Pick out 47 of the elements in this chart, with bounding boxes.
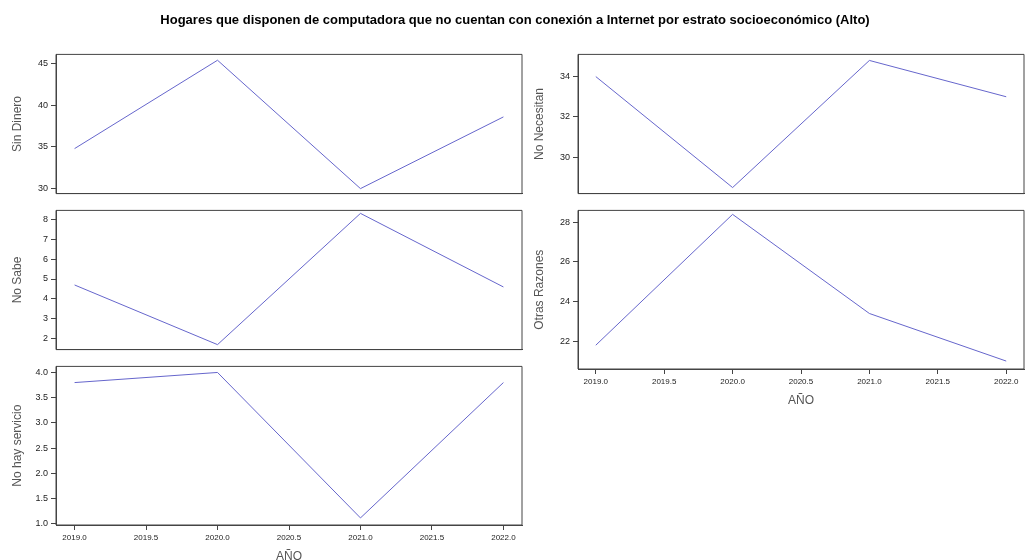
y-tick-label: 22 bbox=[559, 335, 570, 346]
x-tick-label: 2022.0 bbox=[993, 377, 1019, 386]
y-tick-label: 3.5 bbox=[35, 392, 48, 403]
y-tick-label: 45 bbox=[37, 58, 48, 69]
x-tick-label: 2020.0 bbox=[720, 377, 746, 386]
y-tick-label: 34 bbox=[559, 71, 570, 82]
y-axis-title: Sin Dinero bbox=[9, 95, 24, 153]
x-axis-title: AÑO bbox=[787, 393, 815, 408]
y-tick-label: 32 bbox=[559, 111, 570, 122]
y-tick-label: 24 bbox=[559, 296, 570, 307]
y-axis-title: Otras Razones bbox=[531, 249, 546, 330]
x-tick-label: 2021.5 bbox=[925, 377, 951, 386]
y-tick-label: 7 bbox=[42, 233, 48, 244]
y-tick-label: 3 bbox=[42, 313, 48, 324]
y-tick-label: 40 bbox=[37, 99, 48, 110]
y-tick-label: 8 bbox=[42, 213, 48, 224]
y-axis-title: No Sabe bbox=[9, 256, 24, 304]
x-tick-label: 2020.5 bbox=[276, 533, 302, 542]
x-tick-label: 2021.0 bbox=[857, 377, 883, 386]
y-tick-label: 35 bbox=[37, 141, 48, 152]
x-tick-label: 2021.5 bbox=[419, 533, 445, 542]
x-tick-label: 2019.5 bbox=[133, 533, 159, 542]
y-tick-label: 26 bbox=[559, 256, 570, 267]
y-tick-label: 4 bbox=[42, 293, 48, 304]
x-tick-label: 2019.5 bbox=[651, 377, 677, 386]
x-axis-title: AÑO bbox=[275, 549, 303, 560]
y-tick-label: 28 bbox=[559, 216, 570, 227]
y-tick-label: 1.0 bbox=[35, 518, 48, 529]
y-tick-label: 4.0 bbox=[35, 366, 48, 377]
y-axis-title: No hay servicio bbox=[9, 404, 24, 487]
x-tick-label: 2020.5 bbox=[788, 377, 814, 386]
y-tick-label: 5 bbox=[42, 273, 48, 284]
y-tick-label: 2.0 bbox=[35, 467, 48, 478]
y-tick-label: 3.0 bbox=[35, 417, 48, 428]
x-tick-label: 2020.0 bbox=[205, 533, 231, 542]
y-axis-title: No Necesitan bbox=[531, 87, 546, 161]
y-tick-label: 2.5 bbox=[35, 442, 48, 453]
y-tick-label: 6 bbox=[42, 253, 48, 264]
x-tick-label: 2019.0 bbox=[62, 533, 88, 542]
x-tick-label: 2021.0 bbox=[348, 533, 374, 542]
y-tick-label: 1.5 bbox=[35, 493, 48, 504]
chart-title: Hogares que disponen de computadora que no cuentan con conexión a Internet por estrato socioeconómico (Alto) bbox=[159, 12, 871, 27]
x-tick-label: 2019.0 bbox=[583, 377, 609, 386]
y-tick-label: 30 bbox=[37, 183, 48, 194]
y-tick-label: 30 bbox=[559, 151, 570, 162]
x-tick-label: 2022.0 bbox=[491, 533, 517, 542]
y-tick-label: 2 bbox=[42, 333, 48, 344]
